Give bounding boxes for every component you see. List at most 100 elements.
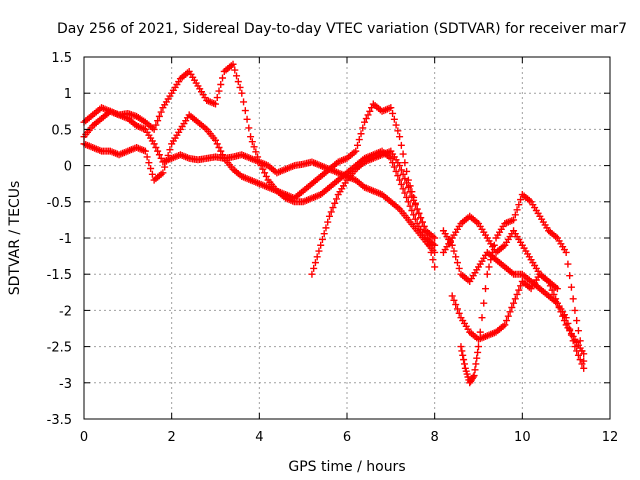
- data-point: [508, 304, 516, 312]
- data-point: [399, 185, 407, 193]
- data-point: [155, 151, 163, 159]
- data-point: [213, 94, 221, 102]
- data-point: [408, 206, 416, 214]
- data-point: [231, 66, 239, 74]
- series-track-b: [80, 100, 439, 271]
- data-point: [250, 143, 258, 151]
- x-tick-label: 0: [80, 430, 88, 445]
- data-point: [458, 347, 466, 355]
- data-point: [399, 170, 407, 178]
- data-point: [504, 312, 512, 320]
- data-point: [362, 115, 370, 123]
- data-point: [308, 270, 316, 278]
- data-point: [503, 317, 511, 325]
- data-point: [517, 282, 525, 290]
- y-tick-label: -3: [59, 377, 72, 392]
- data-point: [311, 259, 319, 267]
- data-point: [553, 299, 561, 307]
- data-points-layer: [80, 60, 588, 387]
- y-tick-label: 1.5: [51, 51, 72, 66]
- data-point: [455, 264, 463, 272]
- data-point: [324, 218, 332, 226]
- data-point: [397, 166, 405, 174]
- data-point: [368, 104, 376, 112]
- data-point: [487, 256, 495, 264]
- y-tick-label: -2: [59, 304, 72, 319]
- data-point: [553, 285, 561, 293]
- data-point: [459, 351, 467, 359]
- data-point: [157, 154, 165, 162]
- data-point: [331, 199, 339, 207]
- data-point: [313, 253, 321, 261]
- data-point: [361, 118, 369, 126]
- data-point: [150, 140, 158, 148]
- data-point: [571, 343, 579, 351]
- data-point: [480, 299, 488, 307]
- data-point: [559, 312, 567, 320]
- data-point: [141, 147, 149, 155]
- data-point: [354, 141, 362, 149]
- x-tick-label: 12: [602, 430, 619, 445]
- data-point: [413, 205, 421, 213]
- data-point: [241, 107, 249, 115]
- data-point: [154, 147, 162, 155]
- data-point: [510, 216, 518, 224]
- data-point: [327, 208, 335, 216]
- data-point: [573, 317, 581, 325]
- data-point: [318, 235, 326, 243]
- data-point: [152, 144, 160, 151]
- data-point: [576, 356, 584, 364]
- y-tick-label: -1.5: [47, 268, 72, 283]
- data-point: [148, 170, 156, 178]
- data-point: [245, 124, 253, 132]
- y-tick-label: -1: [59, 232, 72, 247]
- data-point: [404, 183, 412, 191]
- data-point: [475, 343, 482, 351]
- data-point: [510, 299, 518, 307]
- data-point: [332, 195, 340, 203]
- data-point: [397, 180, 405, 188]
- data-point: [396, 176, 404, 184]
- data-point: [396, 133, 404, 141]
- data-point: [567, 283, 575, 291]
- data-point: [394, 127, 402, 135]
- data-point: [212, 100, 219, 108]
- data-point: [392, 121, 400, 129]
- data-point: [243, 115, 251, 123]
- data-point: [450, 296, 458, 304]
- data-point: [315, 247, 323, 255]
- data-point: [355, 136, 363, 144]
- data-point: [457, 343, 465, 351]
- data-point: [166, 146, 174, 154]
- data-point: [310, 264, 318, 272]
- series-track-g: [457, 191, 588, 387]
- data-point: [580, 357, 588, 365]
- data-point: [576, 337, 584, 345]
- data-point: [515, 201, 523, 209]
- data-point: [513, 206, 521, 214]
- data-point: [234, 78, 242, 86]
- data-point: [403, 193, 411, 201]
- data-point: [460, 360, 468, 368]
- data-point: [317, 241, 325, 249]
- data-point: [478, 314, 486, 322]
- data-point: [215, 87, 223, 95]
- ticks-layer: [83, 56, 611, 420]
- x-tick-label: 8: [431, 430, 439, 445]
- data-point: [473, 354, 481, 362]
- data-point: [517, 196, 525, 204]
- series-track-d: [308, 147, 439, 278]
- data-point: [566, 272, 574, 280]
- data-point: [240, 98, 248, 106]
- data-point: [469, 373, 477, 381]
- data-point: [213, 140, 221, 148]
- data-point: [452, 253, 460, 261]
- data-point: [485, 263, 493, 271]
- data-point: [236, 83, 244, 91]
- data-point: [411, 201, 419, 209]
- data-point: [394, 172, 402, 180]
- data-point: [410, 196, 418, 204]
- data-point: [506, 308, 514, 316]
- data-point: [450, 247, 458, 255]
